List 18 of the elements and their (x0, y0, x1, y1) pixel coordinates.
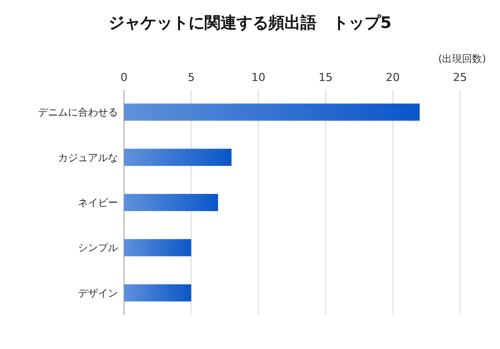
y-tick-label: シンプル (78, 242, 118, 254)
y-tick-label: デザイン (78, 288, 118, 300)
x-tick-label: 20 (386, 71, 400, 84)
x-tick-label: 0 (120, 71, 128, 84)
x-axis-title: (出現回数) (438, 53, 486, 65)
y-tick-label: カジュアルな (58, 152, 118, 164)
x-tick-label: 15 (318, 71, 333, 84)
bar (124, 104, 420, 121)
x-tick-label: 10 (251, 71, 266, 84)
y-tick-label: デニムに合わせる (38, 106, 118, 119)
y-tick-label: ネイビー (78, 198, 118, 209)
bar (124, 148, 232, 166)
x-tick-label: 5 (188, 71, 195, 84)
bar (124, 194, 218, 212)
bar (124, 284, 192, 302)
bar (124, 239, 192, 256)
x-tick-label: 25 (453, 71, 467, 84)
chart-title: ジャケットに関連する頻出語 トップ5 (108, 13, 392, 32)
